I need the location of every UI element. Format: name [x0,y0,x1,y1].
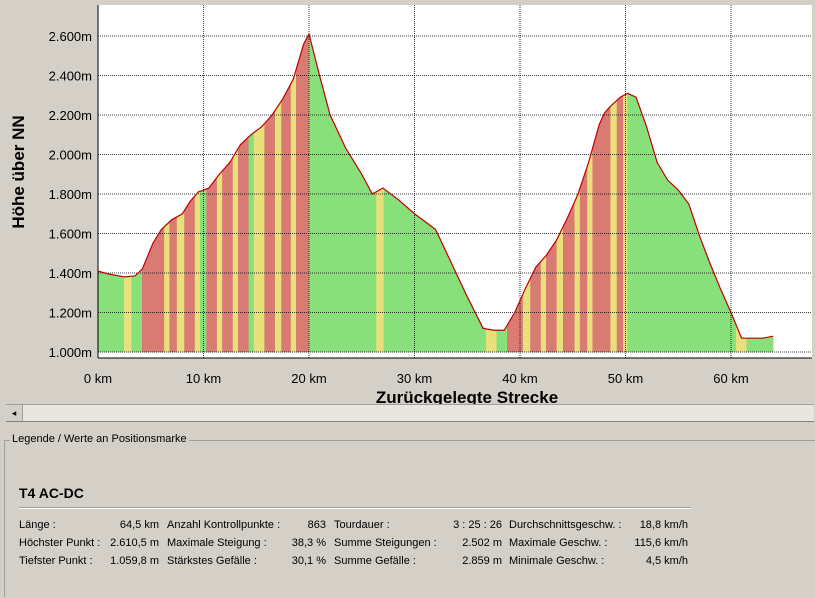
profile-segment-6 [169,216,178,353]
y-tick-label: 2.000m [49,148,92,163]
profile-segment-38 [592,105,612,353]
profile-segment-37 [587,147,594,353]
stat-label-highest-point: Höchster Punkt : [19,537,101,549]
stat-label-max-incline: Maximale Steigung : [167,537,267,549]
profile-segment-17 [253,122,265,353]
y-tick-labels: 1.000m 1.200m 1.400m 1.600m 1.800m 2.000m 2.20… [49,29,92,360]
profile-segment-9 [194,190,201,353]
profile-segment-2 [124,275,133,353]
profile-segment-21 [290,68,297,353]
legend-title: Legende / Werte an Positionsmarke [10,433,189,445]
legend-panel: Legende / Werte an Positionsmarke T4 AC-… [4,433,815,598]
stat-value-min-speed: 4,5 km/h [645,555,688,567]
profile-segment-32 [546,238,558,353]
stat-label-duration: Tourdauer : [334,519,390,531]
x-tick-label: 30 km [397,371,432,386]
profile-segment-20 [281,83,292,353]
y-tick-label: 1.400m [49,266,92,281]
x-tick-labels: 0 km 10 km 20 km 30 km 40 km 50 km 60 km [84,371,749,386]
profile-segment-5 [164,220,171,353]
stat-value-total-ascent: 2.502 m [462,537,502,549]
profile-fill-layer [97,33,774,353]
elevation-chart: 1.000m 1.200m 1.400m 1.600m 1.800m 2.000m 2.20… [9,5,812,404]
stat-label-max-speed: Maximale Geschw. : [509,537,608,549]
y-tick-label: 1.000m [49,345,92,360]
profile-segment-18 [264,109,276,353]
stat-label-length: Länge : [19,519,56,531]
profile-segment-33 [556,226,564,353]
x-tick-label: 20 km [291,371,326,386]
profile-segment-1 [108,273,125,353]
stat-value-lowest-point: 1.059,8 m [110,555,159,567]
profile-segment-13 [222,155,234,353]
x-tick-label: 60 km [713,371,748,386]
profile-segment-12 [216,169,223,353]
stat-value-duration: 3 : 25 : 26 [453,519,502,531]
profile-segment-36 [579,165,588,353]
profile-segment-22 [296,33,310,353]
stat-label-min-speed: Minimale Geschw. : [509,555,605,567]
stat-label-avg-speed: Durchschnittsgeschw. : [509,519,622,531]
profile-segment-24 [376,188,385,353]
tour-name: T4 AC-DC [19,485,84,501]
stat-label-lowest-point: Tiefster Punkt : [19,555,93,567]
y-tick-label: 1.600m [49,227,92,242]
x-tick-label: 10 km [186,371,221,386]
profile-segment-26 [485,328,498,353]
profile-segment-31 [540,254,547,353]
legend-frame [4,440,815,597]
stat-label-total-ascent: Summe Steigungen : [334,537,437,549]
y-tick-label: 2.400m [49,69,92,84]
y-axis-title: Höhe über NN [9,115,28,228]
x-tick-label: 0 km [84,371,112,386]
stat-value-max-speed: 115,6 km/h [634,537,688,549]
profile-segment-19 [274,99,282,353]
profile-segment-11 [206,176,218,353]
stat-value-total-descent: 2.859 m [462,555,502,567]
profile-outline [97,32,774,339]
stat-value-max-incline: 38,3 % [291,537,326,549]
scroll-left-arrow-icon[interactable]: ◂ [6,405,23,421]
profile-segment-15 [238,136,250,353]
profile-segment-3 [131,268,143,353]
x-axis-title: Zurückgelegte Strecke [376,388,558,404]
profile-segment-40 [616,95,624,353]
profile-segment-7 [176,209,185,353]
y-tick-label: 2.200m [49,108,92,123]
profile-segment-39 [610,99,618,353]
stat-label-total-descent: Summe Gefälle : [334,555,416,567]
stat-value-highest-point: 2.610,5 m [110,537,159,549]
y-tick-label: 2.600m [49,29,92,44]
elevation-chart-panel: 1.000m 1.200m 1.400m 1.600m 1.800m 2.000m 2.20… [9,5,812,404]
x-tick-label: 50 km [608,371,643,386]
stat-label-checkpoints: Anzahl Kontrollpunkte : [167,519,281,531]
stat-value-max-decline: 30,1 % [291,555,326,567]
profile-segment-16 [248,131,255,353]
profile-segment-0 [97,270,109,353]
tour-name-divider [19,507,691,509]
stat-value-checkpoints: 863 [307,519,326,531]
horizontal-scrollbar[interactable]: ◂ [6,404,814,422]
y-tick-label: 1.800m [49,187,92,202]
y-tick-label: 1.200m [49,306,92,321]
profile-outline-layer [97,32,774,339]
stat-value-length: 64,5 km [119,519,159,531]
stat-label-max-decline: Stärkstes Gefälle : [167,555,257,567]
profile-segment-35 [574,187,581,353]
grid-layer [97,5,812,359]
stat-value-avg-speed: 18,8 km/h [639,519,688,531]
x-tick-label: 40 km [502,371,537,386]
profile-segment-8 [184,194,196,353]
profile-segment-14 [232,147,239,353]
